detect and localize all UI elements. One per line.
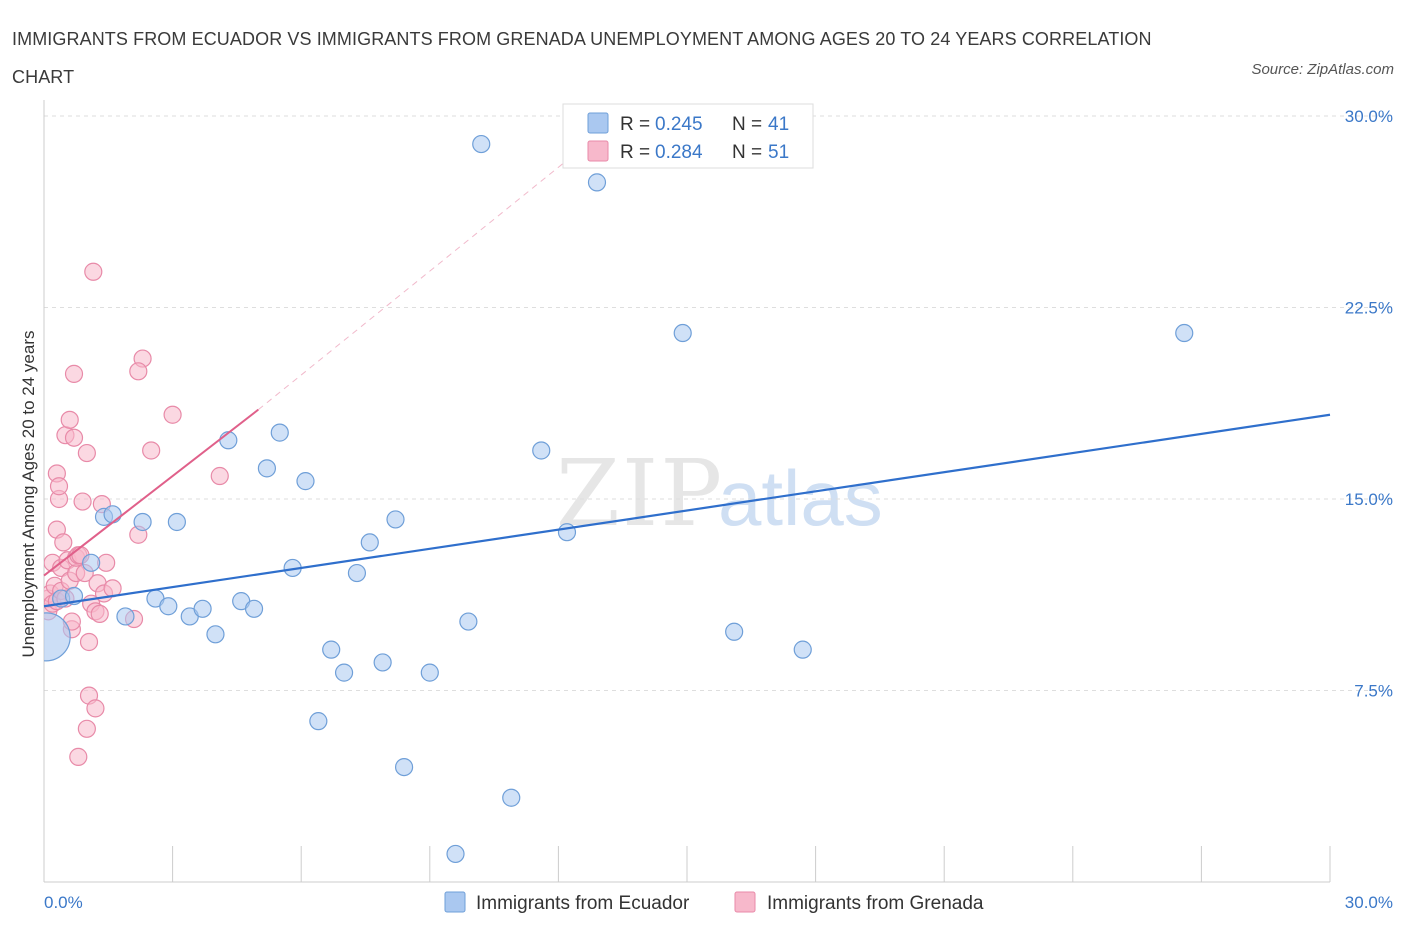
y-tick-label-3: 30.0% [1345,107,1393,126]
y-tick-label-1: 15.0% [1345,490,1393,509]
ecuador-point-20 [296,472,315,491]
ecuador-trend-line [43,413,1331,608]
grenada-point-47 [142,441,161,460]
ecuador-point-17 [257,459,277,478]
bottom-legend-swatch-ecuador [444,891,466,913]
grenada-point-35 [84,262,103,281]
ecuador-point-29 [420,663,439,682]
ecuador-point-3 [82,553,101,572]
ecuador-points [44,134,1194,864]
ecuador-point-38 [725,622,744,641]
ecuador-point-14 [219,431,238,450]
ecuador-point-31 [459,612,478,631]
grenada-point-25 [69,747,88,766]
grenada-point-49 [163,405,182,424]
watermark-atlas: atlas [718,454,883,542]
legend-r-value-ecuador: 0.245 [655,114,703,135]
ecuador-point-22 [322,640,341,659]
grenada-point-22 [64,364,84,383]
grenada-point-28 [73,492,92,511]
grenada-point-10 [49,477,69,496]
ecuador-point-7 [133,512,152,532]
grenada-point-39 [90,604,109,624]
ecuador-point-32 [472,134,491,154]
ecuador-point-21 [309,712,328,731]
y-axis-title: Unemployment Among Ages 20 to 24 years [19,331,38,658]
grenada-trend-extension [258,156,572,411]
ecuador-point-37 [673,323,692,343]
bottom-legend: Immigrants from Ecuador Immigrants from … [444,891,984,914]
ecuador-point-9 [159,597,178,616]
ecuador-point-34 [532,441,551,460]
grenada-point-21 [64,428,84,447]
ecuador-point-18 [270,423,289,442]
ecuador-point-26 [373,653,392,672]
y-tick-label-0: 7.5% [1354,682,1393,701]
ecuador-point-40 [1175,323,1194,343]
grenada-point-32 [79,632,99,652]
chart-title: IMMIGRANTS FROM ECUADOR VS IMMIGRANTS FR… [12,29,1152,87]
ecuador-point-5 [103,505,122,524]
ecuador-point-36 [587,173,607,192]
trend-lines [43,156,1331,608]
watermark-zip: ZIP [556,440,724,547]
y-tick-labels: 7.5% 15.0% 22.5% 30.0% [1345,107,1393,701]
ecuador-point-33 [502,788,521,807]
grenada-point-31 [77,719,96,738]
bottom-legend-label-grenada: Immigrants from Grenada [767,893,984,914]
grenada-point-13 [54,533,73,552]
legend-n-value-grenada: 51 [768,142,789,163]
grenada-point-36 [86,699,105,718]
ecuador-point-16 [244,599,264,618]
legend-swatch-ecuador [587,112,609,134]
legend-swatch-grenada [587,140,609,162]
legend-r-value-grenada: 0.284 [655,142,703,163]
bottom-legend-label-ecuador: Immigrants from Ecuador [476,893,690,914]
grenada-point-30 [77,443,96,463]
x-tick-label-max: 30.0% [1345,893,1393,912]
grenada-point-48 [129,362,148,381]
ecuador-point-39 [793,640,812,659]
legend-n-value-ecuador: 41 [768,114,789,135]
x-tick-label-min: 0.0% [44,893,83,912]
ecuador-point-6 [116,607,135,626]
legend-r-label-grenada: R = [620,142,650,163]
grenada-trend-line [43,408,259,577]
legend-n-label-grenada: N = [732,142,762,163]
source-label: Source: ZipAtlas.com [1251,61,1394,78]
ecuador-point-24 [347,563,367,583]
y-tick-label-2: 22.5% [1345,299,1393,318]
ecuador-point-25 [360,533,379,552]
ecuador-point-23 [334,663,354,682]
ecuador-point-30 [446,844,465,864]
ecuador-point-12 [193,599,212,618]
grenada-point-50 [210,466,229,486]
ecuador-point-13 [206,625,225,644]
legend: R = 0.245 N = 41 R = 0.284 N = 51 [562,103,814,169]
ecuador-point-0 [44,612,71,662]
legend-r-label-ecuador: R = [620,114,650,135]
legend-n-label-ecuador: N = [732,114,762,135]
ecuador-point-35 [557,523,577,542]
grenada-point-18 [60,410,79,429]
ecuador-point-27 [386,510,405,529]
x-ticks [43,846,1331,882]
ecuador-point-28 [394,757,414,777]
ecuador-point-10 [167,512,186,532]
bottom-legend-swatch-grenada [734,891,756,913]
